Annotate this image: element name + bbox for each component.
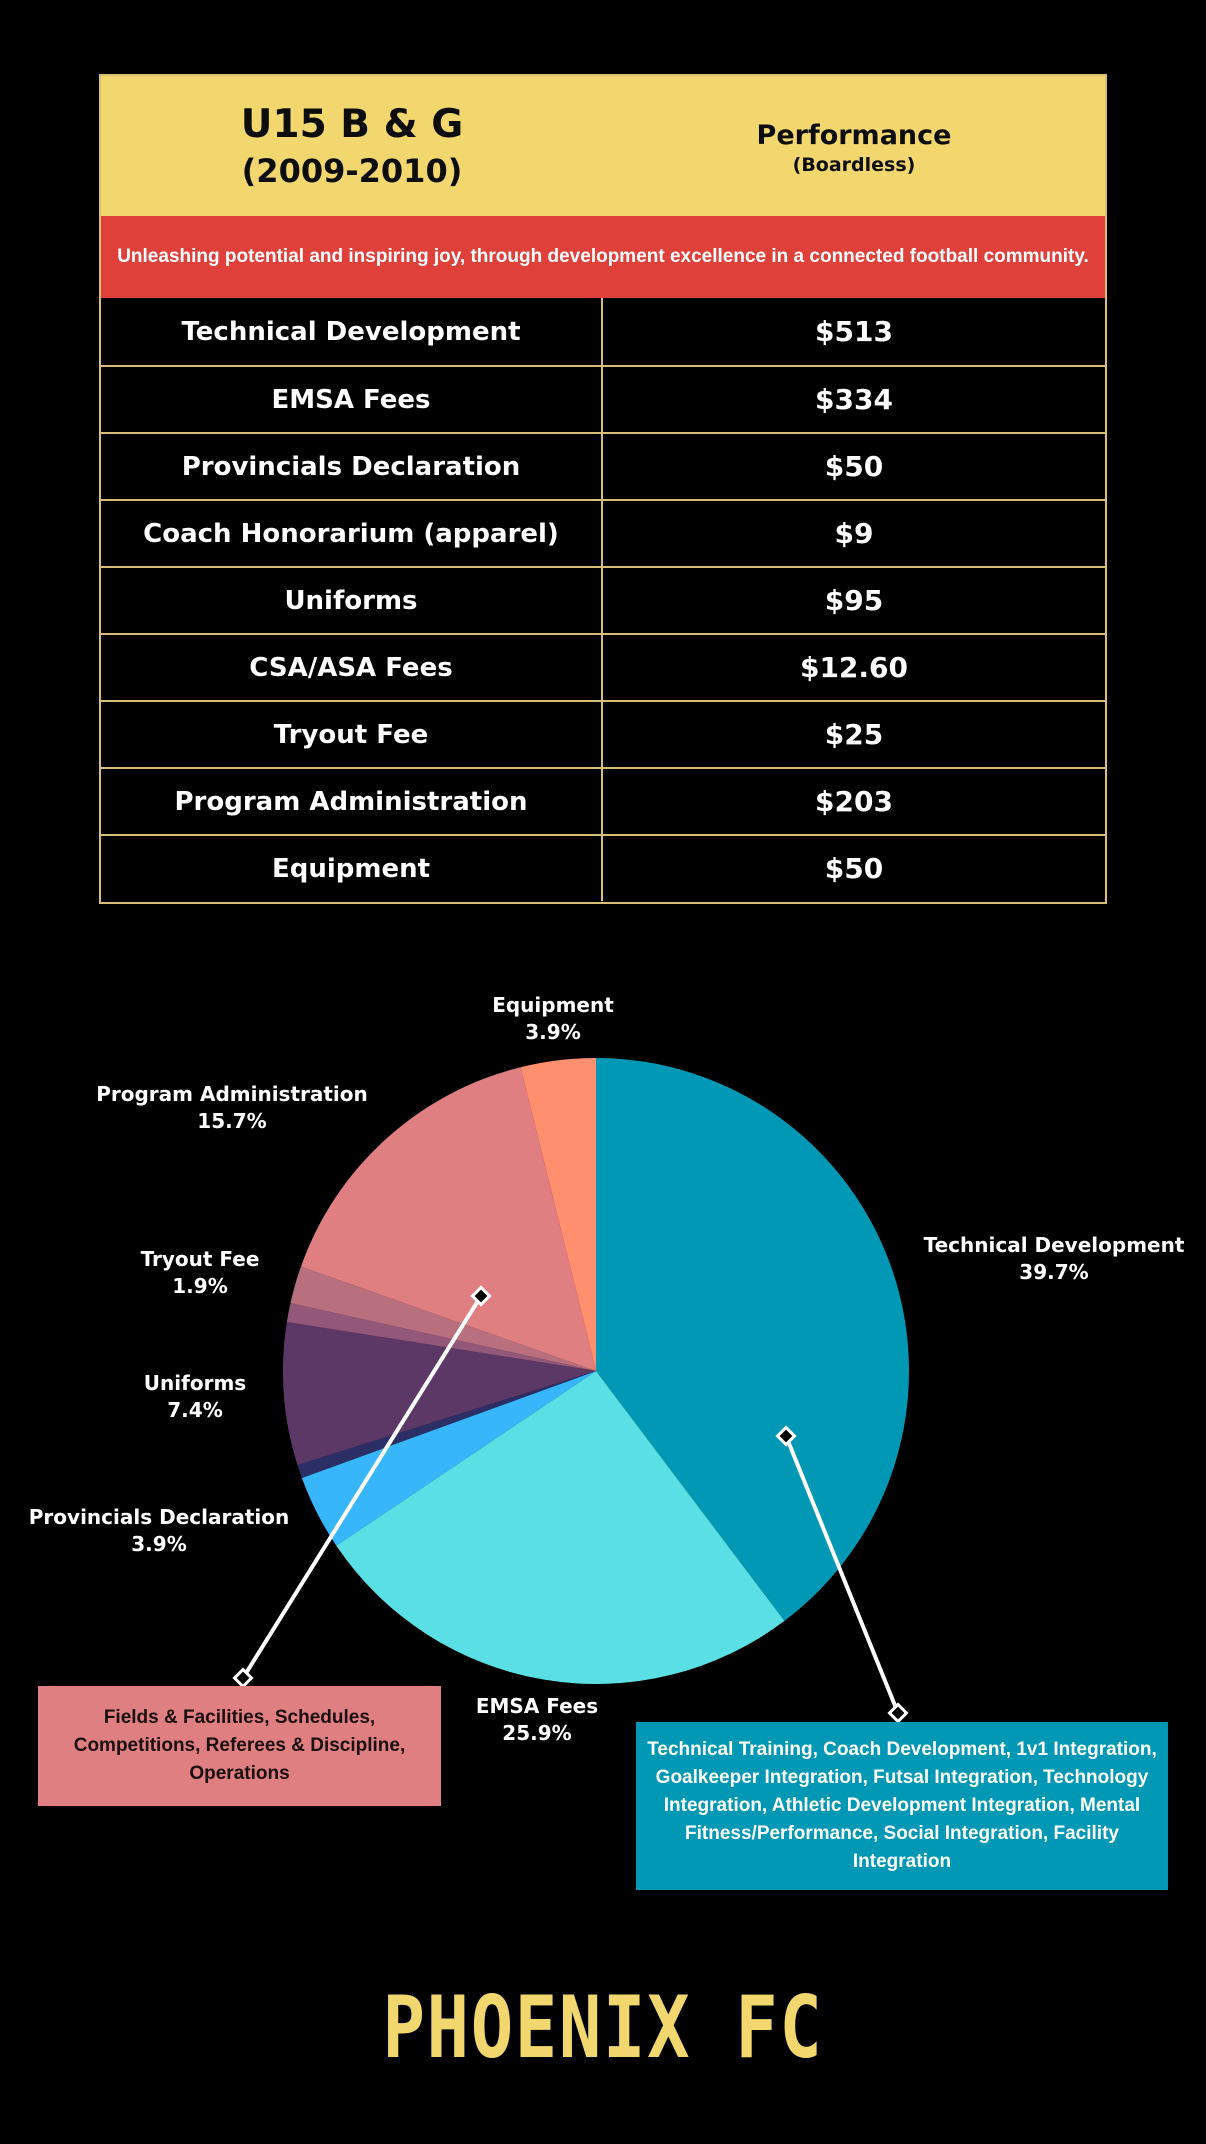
slice-name: Equipment [492, 993, 614, 1017]
fee-amount: $9 [834, 517, 874, 550]
slice-percent: 25.9% [502, 1721, 572, 1745]
age-group-title: U15 B & G [240, 102, 464, 147]
admin-leader-line [232, 1285, 492, 1689]
slice-label-program-administration: Program Administration 15.7% [96, 1081, 368, 1135]
slice-percent: 1.9% [172, 1274, 228, 1298]
slice-name: Tryout Fee [140, 1247, 260, 1271]
slice-percent: 3.9% [525, 1020, 581, 1044]
program-subtitle: (Boardless) [792, 154, 916, 176]
table-row: Tryout Fee $25 [101, 700, 1105, 767]
phoenix-fc-logo: PHOENIX FC [382, 1978, 824, 2078]
slice-label-emsa-fees: EMSA Fees 25.9% [476, 1693, 598, 1747]
admin-callout: Fields & Facilities, Schedules, Competit… [38, 1686, 441, 1806]
fee-amount: $334 [815, 383, 893, 416]
fee-amount: $203 [815, 785, 893, 818]
slice-name: Provincials Declaration [28, 1505, 290, 1529]
fee-amount: $50 [824, 852, 884, 885]
fee-rows: Technical Development $513 EMSA Fees $33… [101, 298, 1105, 901]
fee-amount: $12.60 [799, 651, 909, 684]
slice-name: Technical Development [923, 1233, 1185, 1257]
table-row: CSA/ASA Fees $12.60 [101, 633, 1105, 700]
slice-label-provincials-declaration: Provincials Declaration 3.9% [29, 1504, 289, 1558]
table-header: U15 B & G (2009-2010) Performance (Board… [101, 76, 1105, 216]
pie-slice-emsa-fees [336, 1371, 785, 1685]
fee-label: Equipment [101, 836, 603, 901]
slice-name: EMSA Fees [475, 1694, 599, 1718]
birth-years: (2009-2010) [241, 152, 463, 190]
pie-slice-program-administration [300, 1067, 596, 1371]
fee-table: U15 B & G (2009-2010) Performance (Board… [99, 74, 1107, 904]
fee-label: Provincials Declaration [101, 434, 603, 499]
fee-label: Tryout Fee [101, 702, 603, 767]
fee-amount: $25 [824, 718, 884, 751]
mission-banner: Unleashing potential and inspiring joy, … [101, 216, 1105, 298]
table-row: EMSA Fees $334 [101, 365, 1105, 432]
pie-slice-uniforms [283, 1322, 596, 1465]
fee-amount: $95 [824, 584, 884, 617]
slice-label-technical-development: Technical Development 39.7% [924, 1232, 1185, 1286]
pie-slice-csa-asa-fees [286, 1303, 596, 1371]
slice-label-uniforms: Uniforms 7.4% [144, 1370, 246, 1424]
slice-percent: 3.9% [131, 1532, 187, 1556]
fee-label: Uniforms [101, 568, 603, 633]
fee-amount: $50 [824, 450, 884, 483]
technical-leader-line [775, 1425, 909, 1724]
technical-callout: Technical Training, Coach Development, 1… [636, 1722, 1168, 1890]
table-row: Technical Development $513 [101, 298, 1105, 365]
fee-label: CSA/ASA Fees [101, 635, 603, 700]
fee-label: Technical Development [101, 298, 603, 365]
fee-label: EMSA Fees [101, 367, 603, 432]
slice-label-tryout-fee: Tryout Fee 1.9% [141, 1246, 260, 1300]
table-row: Program Administration $203 [101, 767, 1105, 834]
slice-percent: 7.4% [167, 1398, 223, 1422]
table-row: Provincials Declaration $50 [101, 432, 1105, 499]
pie-slice-provincials-declaration [301, 1371, 596, 1546]
fee-amount: $513 [815, 315, 893, 348]
table-row: Uniforms $95 [101, 566, 1105, 633]
pie-slice-coach-honorarium-apparel [297, 1371, 596, 1478]
slice-name: Program Administration [96, 1082, 368, 1106]
fee-pie-chart [232, 1058, 910, 1724]
slice-label-equipment: Equipment 3.9% [492, 992, 614, 1046]
program-title: Performance [756, 120, 952, 151]
table-row: Coach Honorarium (apparel) $9 [101, 499, 1105, 566]
slice-percent: 39.7% [1019, 1260, 1089, 1284]
slice-percent: 15.7% [197, 1109, 267, 1133]
fee-label: Program Administration [101, 769, 603, 834]
pie-slice-equipment [520, 1058, 596, 1371]
table-row: Equipment $50 [101, 834, 1105, 901]
fee-label: Coach Honorarium (apparel) [101, 501, 603, 566]
pie-slice-tryout-fee [290, 1266, 596, 1371]
pie-slice-technical-development [596, 1058, 910, 1621]
slice-name: Uniforms [143, 1371, 247, 1395]
